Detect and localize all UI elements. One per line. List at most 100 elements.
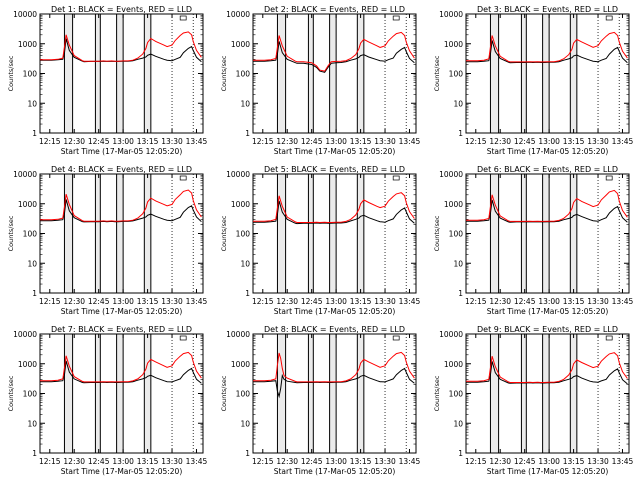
shade-band <box>490 174 499 293</box>
x-tick-label: 12:30 <box>489 137 511 146</box>
shade-band <box>308 334 314 453</box>
x-tick-label: 12:15 <box>465 137 487 146</box>
x-tick-label: 13:30 <box>161 297 183 306</box>
shade-band <box>357 174 364 293</box>
flag-marker <box>179 175 187 181</box>
y-tick-label: 1000 <box>18 200 37 209</box>
panel-title: Det 1: BLACK = Events, RED = LLD <box>51 5 192 14</box>
y-tick-label: 1000 <box>231 200 250 209</box>
y-tick-label: 1 <box>32 289 37 298</box>
shade-band <box>116 334 124 453</box>
y-axis-label: Counts/sec <box>220 55 228 91</box>
x-tick-label: 12:45 <box>514 457 536 466</box>
panel-title: Det 7: BLACK = Events, RED = LLD <box>51 325 192 334</box>
x-tick-label: 13:00 <box>538 297 560 306</box>
x-tick-label: 13:30 <box>161 137 183 146</box>
detector-panel-2: 1 10 100 1000 10000 12:15 12:30 12:45 13:00 13:15… <box>220 5 421 156</box>
flag-marker <box>392 335 400 341</box>
shade-band <box>64 14 73 133</box>
x-tick-label: 12:30 <box>63 457 85 466</box>
detector-panel-4: 1 10 100 1000 10000 12:15 12:30 12:45 13:00 13:15… <box>7 165 208 316</box>
y-tick-label: 10000 <box>226 10 250 19</box>
x-tick-label: 13:30 <box>587 457 609 466</box>
x-tick-label: 12:45 <box>88 457 110 466</box>
y-tick-label: 10000 <box>226 170 250 179</box>
x-tick-label: 12:45 <box>88 137 110 146</box>
y-tick-label: 1000 <box>18 40 37 49</box>
y-tick-label: 10000 <box>13 170 37 179</box>
y-tick-label: 100 <box>236 70 251 79</box>
shade-band <box>490 334 499 453</box>
x-axis-label: Start Time (17-Mar-05 12:05:20) <box>487 147 609 156</box>
series-line-lld <box>466 31 628 63</box>
x-tick-label: 12:30 <box>276 457 298 466</box>
y-axis-label: Counts/sec <box>220 215 228 251</box>
shade-band <box>277 334 286 453</box>
x-tick-label: 13:15 <box>350 137 372 146</box>
y-tick-label: 1 <box>245 449 250 458</box>
x-tick-label: 13:30 <box>587 137 609 146</box>
shade-band <box>95 14 101 133</box>
x-tick-label: 13:15 <box>563 137 585 146</box>
shade-band <box>570 174 577 293</box>
y-tick-label: 1 <box>458 289 463 298</box>
shade-band <box>95 334 101 453</box>
x-tick-label: 13:45 <box>612 457 634 466</box>
y-axis-label: Counts/sec <box>433 375 441 411</box>
x-tick-label: 13:45 <box>399 297 421 306</box>
y-tick-label: 10 <box>240 419 250 428</box>
flag-marker <box>392 175 400 181</box>
x-tick-label: 12:15 <box>39 457 61 466</box>
y-tick-label: 10 <box>453 419 463 428</box>
x-axis-label: Start Time (17-Mar-05 12:05:20) <box>274 307 396 316</box>
y-tick-label: 1000 <box>444 200 463 209</box>
detector-panel-7: 1 10 100 1000 10000 12:15 12:30 12:45 13:00 13:15… <box>7 325 208 476</box>
series-line-lld <box>466 189 628 222</box>
y-tick-label: 10 <box>27 99 37 108</box>
shade-band <box>144 174 151 293</box>
panel-title: Det 4: BLACK = Events, RED = LLD <box>51 165 192 174</box>
x-tick-label: 13:00 <box>325 137 347 146</box>
x-axis-label: Start Time (17-Mar-05 12:05:20) <box>61 307 183 316</box>
x-tick-label: 13:30 <box>374 137 396 146</box>
y-tick-label: 10000 <box>439 330 463 339</box>
shade-band <box>490 14 499 133</box>
shade-band <box>329 334 337 453</box>
panel-title: Det 8: BLACK = Events, RED = LLD <box>264 325 405 334</box>
panel-title: Det 2: BLACK = Events, RED = LLD <box>264 5 405 14</box>
x-tick-label: 12:30 <box>489 457 511 466</box>
panel-title: Det 6: BLACK = Events, RED = LLD <box>477 165 618 174</box>
flag-marker <box>179 15 187 21</box>
series-line-events <box>253 41 415 73</box>
detector-panel-3: 1 10 100 1000 10000 12:15 12:30 12:45 13:00 13:15… <box>433 5 634 156</box>
x-tick-label: 12:30 <box>63 137 85 146</box>
x-tick-label: 13:00 <box>538 457 560 466</box>
x-tick-label: 13:00 <box>112 137 134 146</box>
y-tick-label: 1000 <box>444 40 463 49</box>
x-tick-label: 13:00 <box>538 137 560 146</box>
shade-band <box>521 174 527 293</box>
x-tick-label: 12:15 <box>465 457 487 466</box>
x-axis-label: Start Time (17-Mar-05 12:05:20) <box>487 467 609 476</box>
flag-marker <box>392 15 400 21</box>
flag-marker <box>605 175 613 181</box>
y-tick-label: 1 <box>458 449 463 458</box>
y-tick-label: 10000 <box>13 10 37 19</box>
y-tick-label: 10 <box>240 259 250 268</box>
x-tick-label: 12:15 <box>252 457 274 466</box>
y-tick-label: 100 <box>449 230 464 239</box>
x-tick-label: 13:45 <box>186 457 208 466</box>
x-tick-label: 13:00 <box>325 457 347 466</box>
shade-band <box>116 174 124 293</box>
x-tick-label: 13:15 <box>137 297 159 306</box>
x-tick-label: 13:00 <box>325 297 347 306</box>
shade-band <box>521 334 527 453</box>
detector-panel-8: 1 10 100 1000 10000 12:15 12:30 12:45 13:00 13:15… <box>220 325 421 476</box>
x-tick-label: 13:45 <box>186 297 208 306</box>
x-axis-label: Start Time (17-Mar-05 12:05:20) <box>487 307 609 316</box>
x-tick-label: 12:45 <box>301 297 323 306</box>
series-line-lld <box>253 351 415 383</box>
y-tick-label: 100 <box>23 70 38 79</box>
y-tick-label: 100 <box>23 390 38 399</box>
shade-band <box>542 14 550 133</box>
